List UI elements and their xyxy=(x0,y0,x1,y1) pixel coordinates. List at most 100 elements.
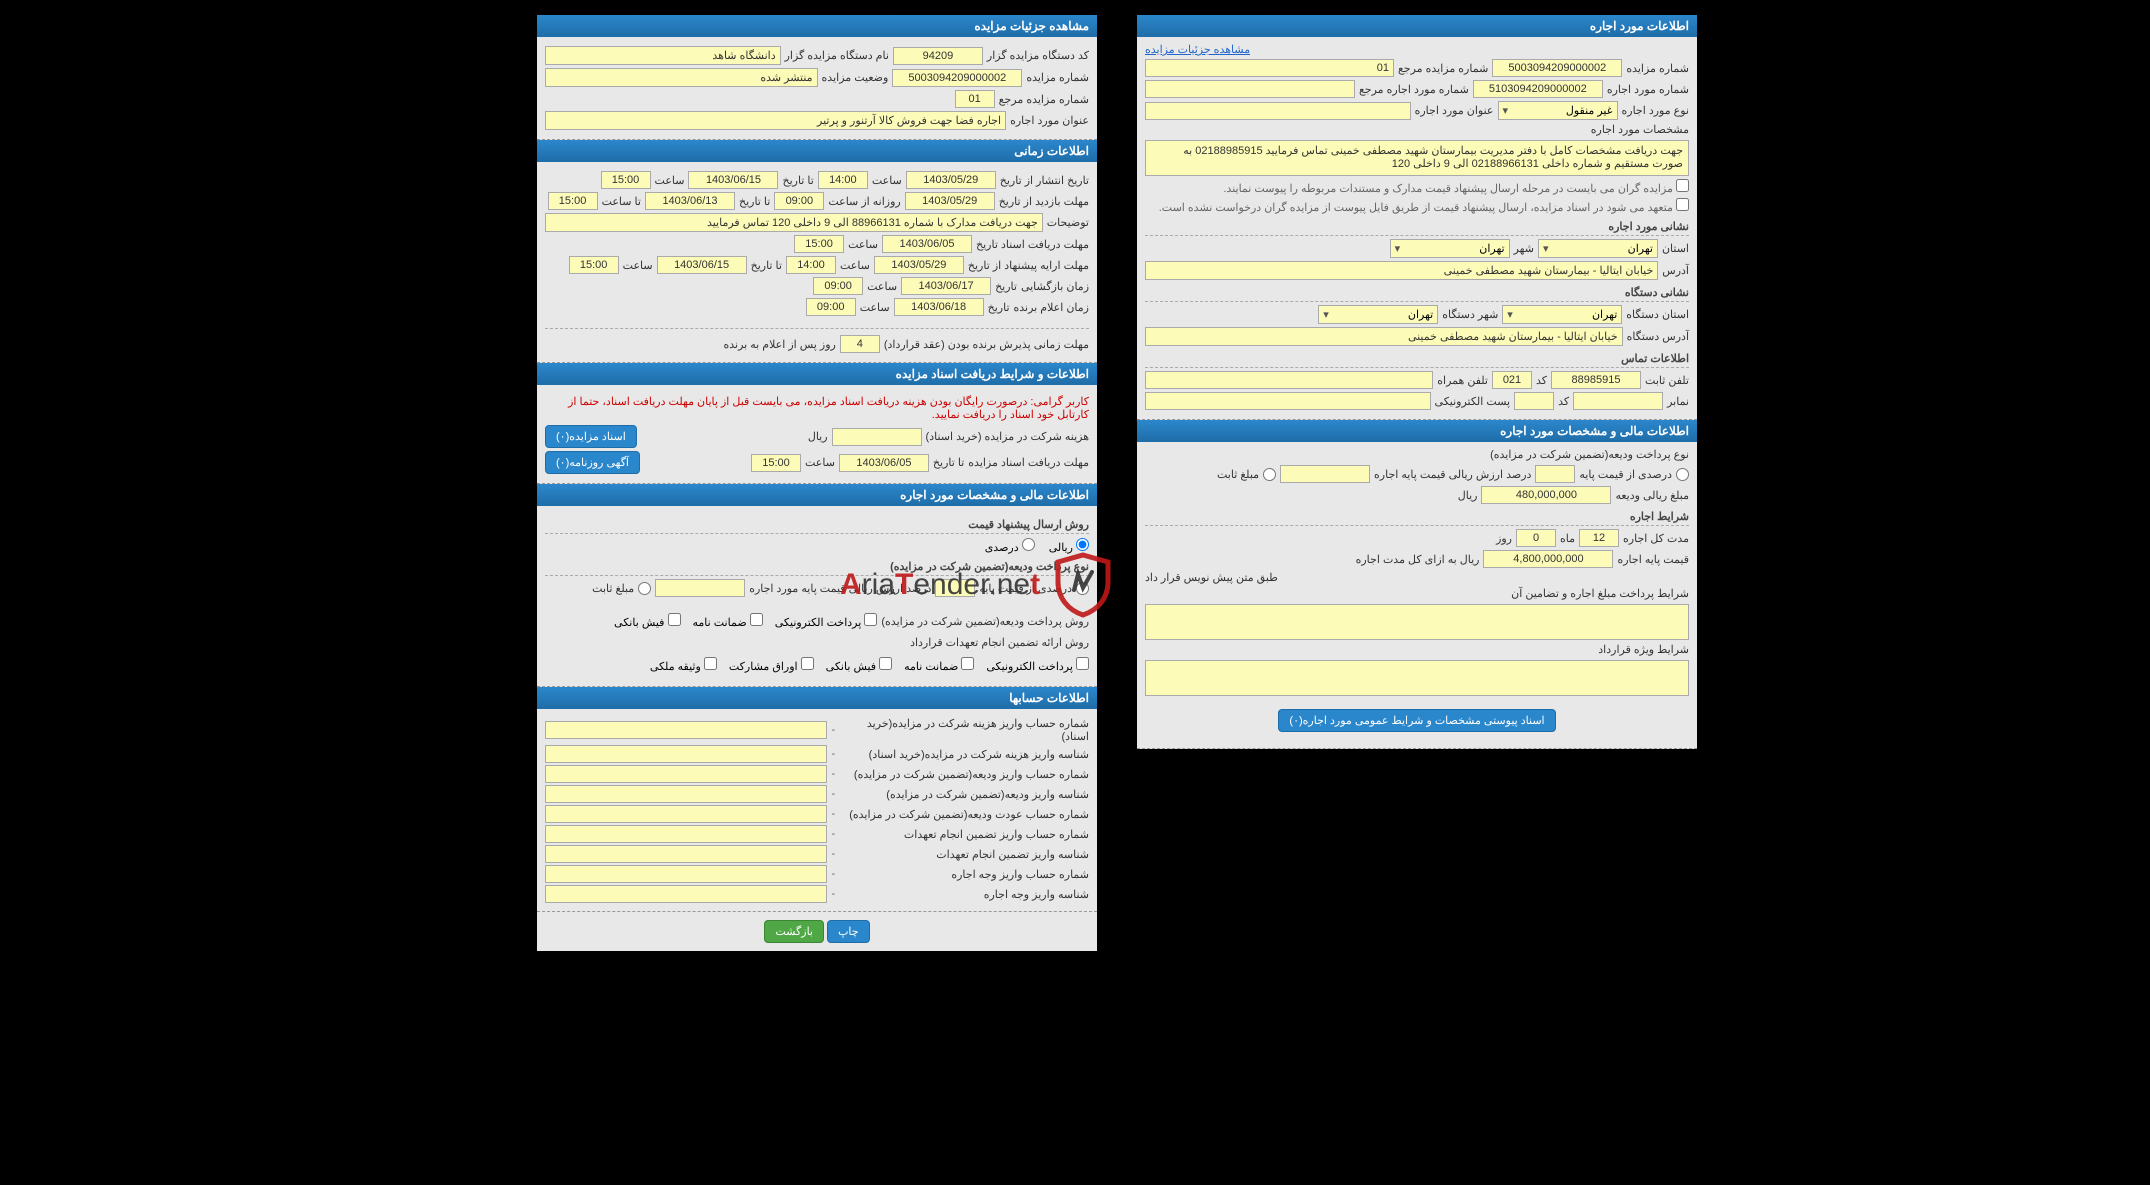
print-button[interactable]: چاپ xyxy=(827,920,870,943)
back-button[interactable]: بازگشت xyxy=(764,920,824,943)
lbl: ساعت xyxy=(655,174,685,187)
lbl: مدت کل اجاره xyxy=(1623,532,1689,545)
province-dropdown[interactable]: تهران xyxy=(1538,239,1658,258)
sub-contact: اطلاعات تماس xyxy=(1145,352,1689,368)
radio-base-percent[interactable] xyxy=(1076,582,1089,595)
lbl: قیمت پایه اجاره xyxy=(1617,553,1689,566)
account-field xyxy=(545,745,827,763)
lbl: شهر دستگاه xyxy=(1442,308,1498,321)
lbl: نمابر xyxy=(1667,395,1689,408)
lbl: زمان بازگشایی xyxy=(1021,280,1089,293)
sec-header-time: اطلاعات زمانی xyxy=(537,140,1097,162)
sec-body-fin: روش ارسال پیشنهاد قیمت ریالی درصدی نوع پ… xyxy=(537,506,1097,687)
radio-base-percent-l[interactable] xyxy=(1676,468,1689,481)
account-field xyxy=(545,825,827,843)
offer-to-date: 1403/06/15 xyxy=(657,256,747,274)
lbl: آدرس دستگاه xyxy=(1627,330,1689,343)
org-city-dropdown[interactable]: تهران xyxy=(1318,305,1438,324)
chk2-guarantee[interactable]: ضمانت نامه xyxy=(904,657,974,673)
chk-guarantee[interactable]: ضمانت نامه xyxy=(693,613,763,629)
open-date: 1403/06/17 xyxy=(901,277,991,295)
fax xyxy=(1573,392,1663,410)
account-field xyxy=(545,785,827,803)
attached-docs-button[interactable]: اسناد پیوستی مشخصات و شرایط عمومی مورد ا… xyxy=(1278,709,1555,732)
lease-days: 0 xyxy=(1516,529,1556,547)
lbl: شهر xyxy=(1514,242,1534,255)
chk2-bankslip[interactable]: فیش بانکی xyxy=(826,657,892,673)
lbl: شماره مورد اجاره xyxy=(1607,83,1689,96)
base-pct-l xyxy=(1535,465,1575,483)
lbl: تاریخ انتشار از تاریخ xyxy=(1000,174,1089,187)
sub-lease-terms: شرایط اجاره xyxy=(1145,510,1689,526)
radio-rial[interactable]: ریالی xyxy=(1049,538,1089,554)
account-field xyxy=(545,805,827,823)
newspaper-ad-button[interactable]: آگهی روزنامه(۰) xyxy=(545,451,640,474)
view-details-link[interactable]: مشاهده جزئیات مزایده xyxy=(1145,44,1250,56)
lbl: درصد ارزش ریالی قیمت پایه مورد اجاره xyxy=(749,582,931,595)
offer-from-time: 14:00 xyxy=(786,256,836,274)
radio-fixed-l[interactable] xyxy=(1263,468,1276,481)
lease-type-dropdown[interactable]: غیر منقول xyxy=(1498,101,1618,120)
radio-fixed-amount[interactable] xyxy=(638,582,651,595)
chk2-property[interactable]: وثیقه ملکی xyxy=(650,657,717,673)
lease-address: خیابان ایتالیا - بیمارستان شهید مصطفی خم… xyxy=(1145,261,1658,280)
offer-from-date: 1403/05/29 xyxy=(874,256,964,274)
time-notes: جهت دریافت مدارک با شماره 88966131 الی 9… xyxy=(545,213,1043,232)
account-field xyxy=(545,885,827,903)
offer-to-time: 15:00 xyxy=(569,256,619,274)
lbl: روز xyxy=(1496,532,1512,545)
lbl: مهلت زمانی پذیرش برنده بودن (عقد قرارداد… xyxy=(884,338,1089,351)
visit-to-time: 15:00 xyxy=(548,192,598,210)
doc-deadline-date: 1403/06/05 xyxy=(882,235,972,253)
phone-code: 021 xyxy=(1492,371,1532,389)
account-label: شماره حساب عودت ودیعه(تضمین شرکت در مزای… xyxy=(839,808,1089,821)
org-name: دانشگاه شاهد xyxy=(545,46,781,65)
lease-months: 12 xyxy=(1579,529,1619,547)
city-dropdown[interactable]: تهران xyxy=(1390,239,1510,258)
auction-detail-panel: مشاهده جزئیات مزایده کد دستگاه مزایده گز… xyxy=(537,15,1097,951)
chk2-epay[interactable]: پرداخت الکترونیکی xyxy=(986,657,1089,673)
lbl: تاریخ xyxy=(995,280,1017,293)
account-row: شماره حساب عودت ودیعه(تضمین شرکت در مزای… xyxy=(545,805,1089,823)
chk-epay[interactable]: پرداخت الکترونیکی xyxy=(775,613,878,629)
auction-docs-button[interactable]: اسناد مزایده(۰) xyxy=(545,425,637,448)
lbl: تا تاریخ xyxy=(751,259,782,272)
auction-status: منتشر شده xyxy=(545,68,818,87)
chk-bankslip[interactable]: فیش بانکی xyxy=(614,613,680,629)
lease-title-l xyxy=(1145,102,1411,120)
lbl: ریال xyxy=(1458,489,1478,502)
doc-until-date: 1403/06/05 xyxy=(839,454,929,472)
lbl: شماره مزایده xyxy=(1626,62,1689,75)
lbl: شرایط ویژه قرارداد xyxy=(1529,643,1689,656)
sec-header-docs: اطلاعات و شرایط دریافت اسناد مزایده xyxy=(537,363,1097,385)
lbl: نام دستگاه مزایده گزار xyxy=(785,49,889,62)
account-label: شناسه واریز هزینه شرکت در مزایده(خرید اس… xyxy=(839,748,1089,761)
visit-from-time: 09:00 xyxy=(774,192,824,210)
lbl: مهلت دریافت اسناد تاریخ xyxy=(976,238,1089,251)
lease-num: 5103094209000002 xyxy=(1473,80,1603,98)
chk-note1[interactable] xyxy=(1676,179,1689,192)
org-province-dropdown[interactable]: تهران xyxy=(1502,305,1622,324)
chk-note2[interactable] xyxy=(1676,198,1689,211)
account-field xyxy=(545,865,827,883)
lbl: روز پس از اعلام به برنده xyxy=(723,338,835,351)
lbl: زمان اعلام برنده xyxy=(1014,301,1089,314)
deposit-amount: 480,000,000 xyxy=(1481,486,1611,504)
lbl: تا تاریخ xyxy=(739,195,770,208)
org-address: خیابان ایتالیا - بیمارستان شهید مصطفی خم… xyxy=(1145,327,1623,346)
radio-percent[interactable]: درصدی xyxy=(985,538,1035,554)
lease-info-panel: اطلاعات مورد اجاره مشاهده جزئیات مزایده … xyxy=(1137,15,1697,749)
lbl: درصدی از قیمت پایه xyxy=(979,582,1072,595)
lbl: تا تاریخ xyxy=(782,174,813,187)
lbl: شماره مزایده مرجع xyxy=(999,93,1089,106)
doc-deadline-time: 15:00 xyxy=(794,235,844,253)
account-label: شماره حساب واریز تضمین انجام تعهدات xyxy=(839,828,1089,841)
sec-body-time: تاریخ انتشار از تاریخ 1403/05/29 ساعت 14… xyxy=(537,162,1097,363)
sec-body-accounts: شماره حساب واریز هزینه شرکت در مزایده(خر… xyxy=(537,709,1097,912)
participation-fee xyxy=(832,428,922,446)
lease-specs: جهت دریافت مشخصات کامل با دفتر مدیریت بی… xyxy=(1145,140,1689,176)
account-label: شناسه واریز تضمین انجام تعهدات xyxy=(839,848,1089,861)
lbl: تا تاریخ xyxy=(933,456,964,469)
lbl: روش پرداخت ودیعه(تضمین شرکت در مزایده) xyxy=(881,615,1089,628)
chk2-bonds[interactable]: اوراق مشارکت xyxy=(729,657,814,673)
